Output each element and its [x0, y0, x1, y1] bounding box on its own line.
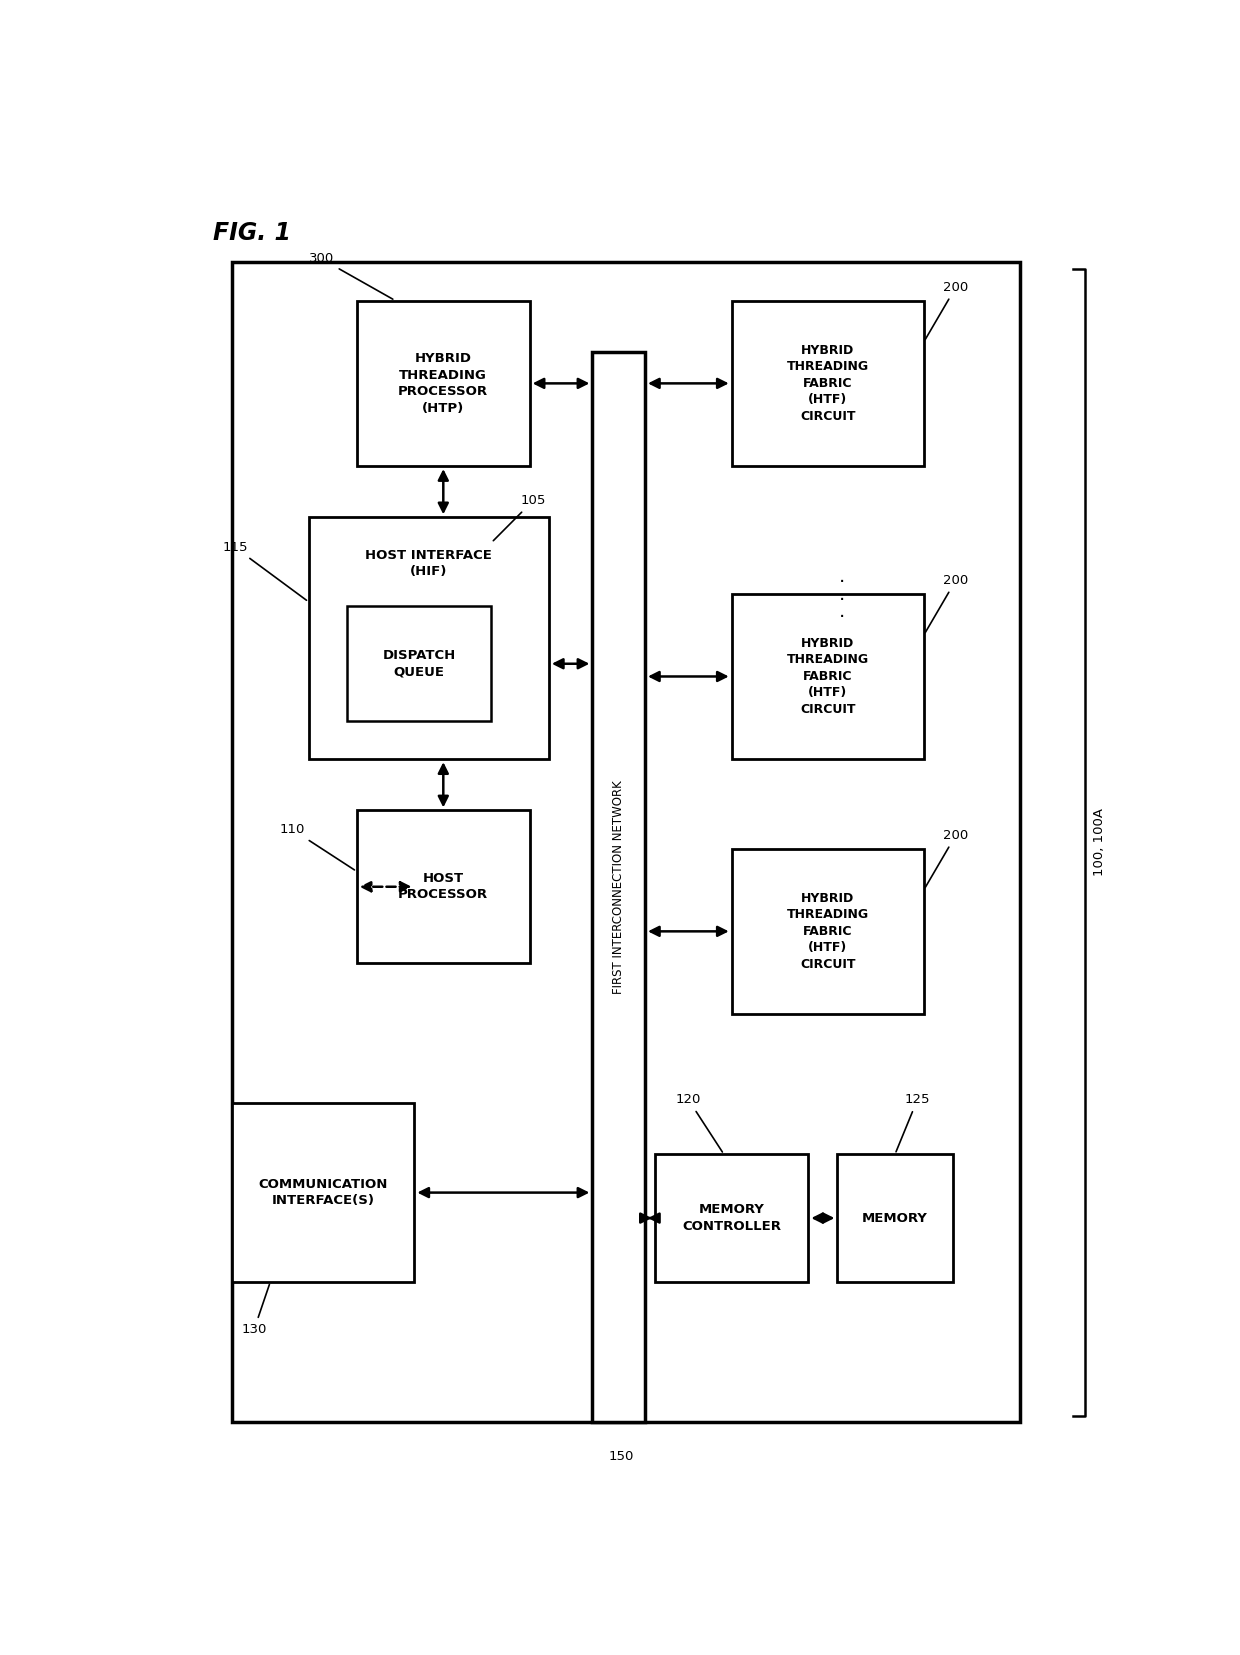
Text: DISPATCH
QUEUE: DISPATCH QUEUE	[383, 649, 456, 679]
Bar	[347, 606, 491, 722]
Text: 150: 150	[608, 1450, 634, 1463]
Text: 200: 200	[925, 574, 968, 632]
Bar	[232, 261, 1019, 1422]
Text: 130: 130	[242, 1284, 269, 1336]
Text: 110: 110	[280, 823, 355, 871]
Text: ·
·
·: · · ·	[839, 573, 846, 627]
Text: MEMORY: MEMORY	[862, 1211, 928, 1225]
Bar	[732, 849, 924, 1015]
Bar	[732, 594, 924, 760]
Bar	[357, 811, 529, 963]
Text: 100, 100A: 100, 100A	[1092, 808, 1106, 875]
Text: HOST
PROCESSOR: HOST PROCESSOR	[398, 872, 489, 902]
Text: COMMUNICATION
INTERFACE(S): COMMUNICATION INTERFACE(S)	[258, 1178, 388, 1208]
Bar	[309, 516, 549, 760]
Text: HYBRID
THREADING
FABRIC
(HTF)
CIRCUIT: HYBRID THREADING FABRIC (HTF) CIRCUIT	[786, 892, 869, 971]
Bar	[232, 1104, 414, 1281]
Text: HYBRID
THREADING
PROCESSOR
(HTP): HYBRID THREADING PROCESSOR (HTP)	[398, 353, 489, 415]
Text: HYBRID
THREADING
FABRIC
(HTF)
CIRCUIT: HYBRID THREADING FABRIC (HTF) CIRCUIT	[786, 344, 869, 424]
Text: 200: 200	[925, 281, 968, 339]
Text: HOST INTERFACE
(HIF): HOST INTERFACE (HIF)	[366, 549, 492, 578]
Text: 200: 200	[925, 829, 968, 887]
Text: 300: 300	[309, 252, 393, 300]
Bar	[655, 1155, 808, 1281]
Text: 125: 125	[897, 1094, 930, 1152]
Text: 115: 115	[222, 541, 306, 601]
Bar	[732, 301, 924, 467]
Text: MEMORY
CONTROLLER: MEMORY CONTROLLER	[682, 1203, 781, 1233]
Text: 105: 105	[494, 495, 546, 541]
Text: FIG. 1: FIG. 1	[213, 222, 290, 245]
Text: HYBRID
THREADING
FABRIC
(HTF)
CIRCUIT: HYBRID THREADING FABRIC (HTF) CIRCUIT	[786, 637, 869, 717]
Bar	[837, 1155, 952, 1281]
Text: FIRST INTERCONNECTION NETWORK: FIRST INTERCONNECTION NETWORK	[613, 780, 625, 993]
Bar	[593, 351, 645, 1422]
Text: 120: 120	[676, 1094, 723, 1152]
Bar	[357, 301, 529, 467]
